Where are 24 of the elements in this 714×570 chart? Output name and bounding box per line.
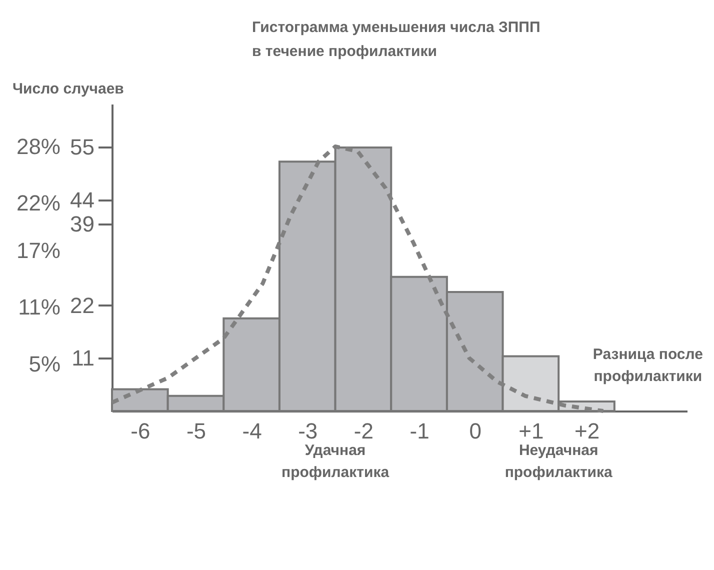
y-tick-label: 28% <box>16 134 60 160</box>
y-tick-label: 11% <box>18 294 60 320</box>
annotation: Разница после профилактики <box>592 346 703 385</box>
y2-tick-label: 11 <box>72 346 94 371</box>
y-tick-label: 22% <box>16 190 60 216</box>
x-tick-label: -1 <box>410 418 430 444</box>
x-tick-label: -2 <box>354 418 374 444</box>
y2-tick-label: 22 <box>70 292 94 318</box>
y-tick-label: 17% <box>16 238 60 263</box>
x-tick-label: +1 <box>518 418 544 444</box>
y2-tick-label: 44 <box>70 187 94 212</box>
text: Удачная профилактика <box>282 442 390 482</box>
x-tick-label: -6 <box>130 418 150 444</box>
y-tick-label: 5% <box>28 351 60 376</box>
y2-tick-label: 55 <box>70 134 94 160</box>
x-tick-label: -5 <box>186 418 206 444</box>
x-tick-label: 0 <box>469 418 482 444</box>
x-tick-label: -4 <box>242 418 262 444</box>
y2-axis-title: Число случаев <box>12 80 124 98</box>
x-tick-label: -3 <box>298 418 318 444</box>
x-tick-label: +2 <box>574 418 600 444</box>
y2-tick-label: 39 <box>70 211 94 236</box>
text: Неудачная профилактика <box>504 442 614 482</box>
chart-title: Гистограмма уменьшения числа ЗППП в течение профилактики <box>252 19 540 60</box>
